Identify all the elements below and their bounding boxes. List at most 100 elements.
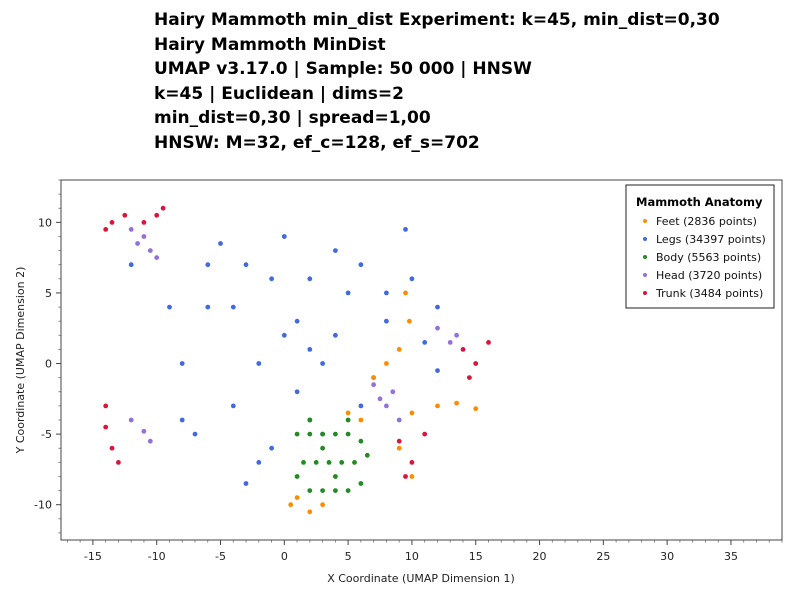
point-legs bbox=[320, 361, 325, 366]
point-head bbox=[154, 255, 160, 260]
point-legs bbox=[307, 347, 313, 352]
point-legs bbox=[345, 290, 351, 296]
point-head bbox=[371, 382, 376, 388]
legend-marker-feet bbox=[643, 219, 647, 223]
chart-title-block: Hairy Mammoth min_dist Experiment: k=45,… bbox=[154, 8, 720, 156]
x-tick-label-9: 30 bbox=[660, 550, 674, 563]
point-body bbox=[345, 431, 351, 437]
point-trunk bbox=[103, 403, 109, 409]
point-trunk bbox=[160, 205, 166, 211]
point-feet bbox=[320, 502, 325, 508]
point-legs bbox=[269, 276, 274, 282]
point-head bbox=[390, 389, 396, 395]
y-tick-label-1: 5 bbox=[45, 287, 52, 300]
point-legs bbox=[205, 262, 211, 268]
x-tick-label-10: 35 bbox=[724, 550, 738, 563]
point-body bbox=[320, 431, 325, 437]
point-legs bbox=[230, 403, 236, 409]
x-tick-label-4: 5 bbox=[345, 550, 352, 563]
point-head bbox=[141, 234, 147, 239]
series-trunk bbox=[103, 205, 491, 479]
chart-title-line-6: HNSW: M=32, ef_c=128, ef_s=702 bbox=[154, 132, 480, 153]
point-feet bbox=[384, 361, 389, 366]
point-legs bbox=[269, 445, 274, 451]
point-legs bbox=[435, 304, 440, 310]
point-legs bbox=[179, 417, 185, 423]
x-axis-label: X Coordinate (UMAP Dimension 1) bbox=[327, 572, 515, 585]
point-legs bbox=[205, 304, 211, 310]
point-feet bbox=[396, 347, 402, 352]
point-trunk bbox=[422, 431, 428, 437]
point-trunk bbox=[409, 460, 415, 465]
point-legs bbox=[230, 304, 236, 310]
point-feet bbox=[396, 445, 402, 451]
point-feet bbox=[407, 318, 412, 324]
point-legs bbox=[281, 332, 287, 338]
point-legs bbox=[218, 241, 223, 246]
point-body bbox=[339, 460, 345, 465]
chart-title-line-5: min_dist=0,30 | spread=1,00 bbox=[154, 108, 431, 129]
point-legs bbox=[435, 368, 440, 373]
point-head bbox=[141, 428, 147, 434]
point-legs bbox=[179, 361, 185, 366]
y-tick-label-0: 10 bbox=[38, 216, 52, 229]
point-legs bbox=[384, 290, 389, 296]
legend-entry-feet: Feet (2836 points) bbox=[656, 215, 757, 228]
point-head bbox=[128, 417, 134, 423]
series-head bbox=[128, 227, 459, 444]
point-legs bbox=[333, 332, 338, 338]
chart-title-line-1: Hairy Mammoth min_dist Experiment: k=45,… bbox=[154, 10, 720, 30]
point-feet bbox=[473, 406, 479, 412]
point-legs bbox=[422, 340, 428, 345]
point-body bbox=[352, 460, 357, 465]
point-trunk bbox=[473, 361, 479, 366]
point-body bbox=[358, 481, 364, 486]
point-layer bbox=[103, 205, 491, 515]
point-legs bbox=[403, 227, 408, 232]
legend: Mammoth Anatomy Feet (2836 points) Legs … bbox=[625, 184, 775, 309]
legend-box bbox=[625, 184, 775, 309]
point-feet bbox=[307, 509, 313, 515]
point-legs bbox=[294, 389, 300, 395]
point-body bbox=[313, 460, 319, 465]
point-legs bbox=[307, 276, 313, 282]
point-head bbox=[147, 248, 153, 254]
point-trunk bbox=[486, 340, 491, 345]
point-trunk bbox=[154, 212, 160, 218]
point-legs bbox=[333, 248, 338, 254]
point-legs bbox=[167, 304, 172, 310]
point-feet bbox=[288, 502, 294, 508]
point-feet bbox=[409, 474, 415, 479]
point-trunk bbox=[116, 460, 121, 465]
x-tick-label-1: -10 bbox=[148, 550, 166, 563]
point-body bbox=[307, 431, 313, 437]
point-feet bbox=[409, 410, 415, 416]
legend-marker-trunk bbox=[643, 291, 647, 295]
series-feet bbox=[288, 290, 479, 515]
y-tick-label-4: -10 bbox=[34, 499, 52, 512]
point-body bbox=[358, 438, 364, 444]
point-head bbox=[128, 227, 134, 232]
x-tick-label-5: 10 bbox=[405, 550, 419, 563]
series-legs bbox=[128, 227, 440, 486]
point-legs bbox=[192, 431, 198, 437]
point-head bbox=[454, 332, 459, 338]
x-tick-label-8: 25 bbox=[596, 550, 610, 563]
point-trunk bbox=[103, 424, 109, 430]
point-trunk bbox=[109, 220, 115, 225]
point-head bbox=[435, 325, 440, 331]
point-body bbox=[301, 460, 306, 465]
point-legs bbox=[128, 262, 134, 268]
point-body bbox=[333, 474, 338, 479]
y-axis: 10 5 0 -5 -10 bbox=[34, 179, 61, 534]
legend-marker-head bbox=[643, 273, 647, 277]
x-tick-label-0: -15 bbox=[84, 550, 102, 563]
point-trunk bbox=[460, 347, 466, 352]
legend-entry-trunk: Trunk (3484 points) bbox=[655, 287, 763, 300]
x-axis: -15 -10 -5 0 5 10 15 20 25 30 35 bbox=[66, 540, 783, 563]
chart-title-line-3: UMAP v3.17.0 | Sample: 50 000 | HNSW bbox=[154, 59, 532, 80]
point-feet bbox=[454, 400, 459, 406]
chart-title-line-2: Hairy Mammoth MinDist bbox=[154, 34, 386, 55]
x-tick-label-6: 15 bbox=[469, 550, 483, 563]
